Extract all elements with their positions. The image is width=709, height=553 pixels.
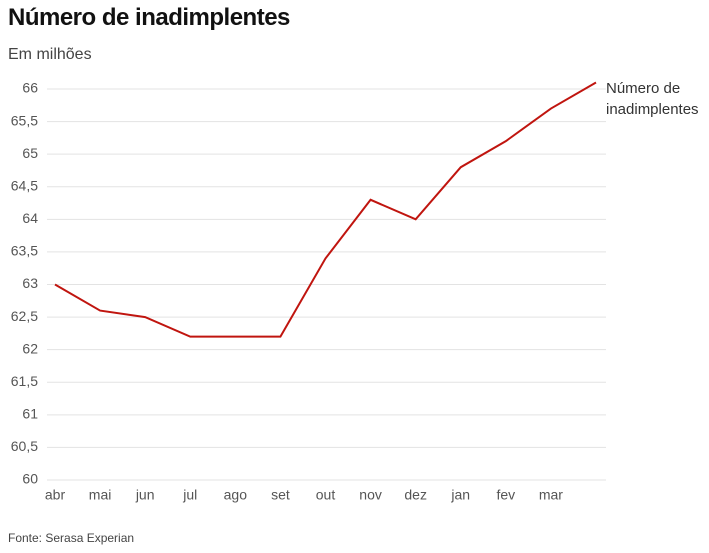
x-tick-label: set: [271, 487, 290, 503]
y-tick-label: 63: [22, 275, 38, 291]
chart-subtitle: Em milhões: [8, 46, 92, 63]
y-tick-label: 65: [22, 145, 38, 161]
y-tick-label: 62,5: [11, 308, 38, 324]
x-tick-label: jan: [450, 487, 470, 503]
y-tick-label: 60,5: [11, 438, 38, 454]
x-tick-label: jul: [182, 487, 197, 503]
x-tick-label: mai: [89, 487, 112, 503]
x-tick-label: mar: [539, 487, 563, 503]
y-tick-label: 61: [22, 406, 38, 422]
x-tick-label: dez: [404, 487, 427, 503]
x-tick-label: abr: [45, 487, 66, 503]
y-tick-label: 61,5: [11, 373, 38, 389]
y-tick-label: 64,5: [11, 177, 38, 193]
x-tick-label: jun: [135, 487, 155, 503]
source: Fonte: Serasa Experian: [8, 531, 135, 545]
y-tick-label: 64: [22, 210, 38, 226]
y-tick-label: 63,5: [11, 243, 38, 259]
series-label: Número de inadimplentes: [606, 80, 699, 118]
y-tick-label: 66: [22, 80, 38, 96]
y-tick-label: 65,5: [11, 112, 38, 128]
x-tick-label: out: [316, 487, 336, 503]
y-tick-label: 60: [22, 471, 38, 487]
data-line: [54, 81, 597, 338]
x-tick-label: ago: [224, 487, 248, 503]
x-tick-label: fev: [496, 487, 515, 503]
x-tick-label: nov: [359, 487, 382, 503]
y-tick-label: 62: [22, 340, 38, 356]
chart-title: Número de inadimplentes: [8, 4, 290, 31]
